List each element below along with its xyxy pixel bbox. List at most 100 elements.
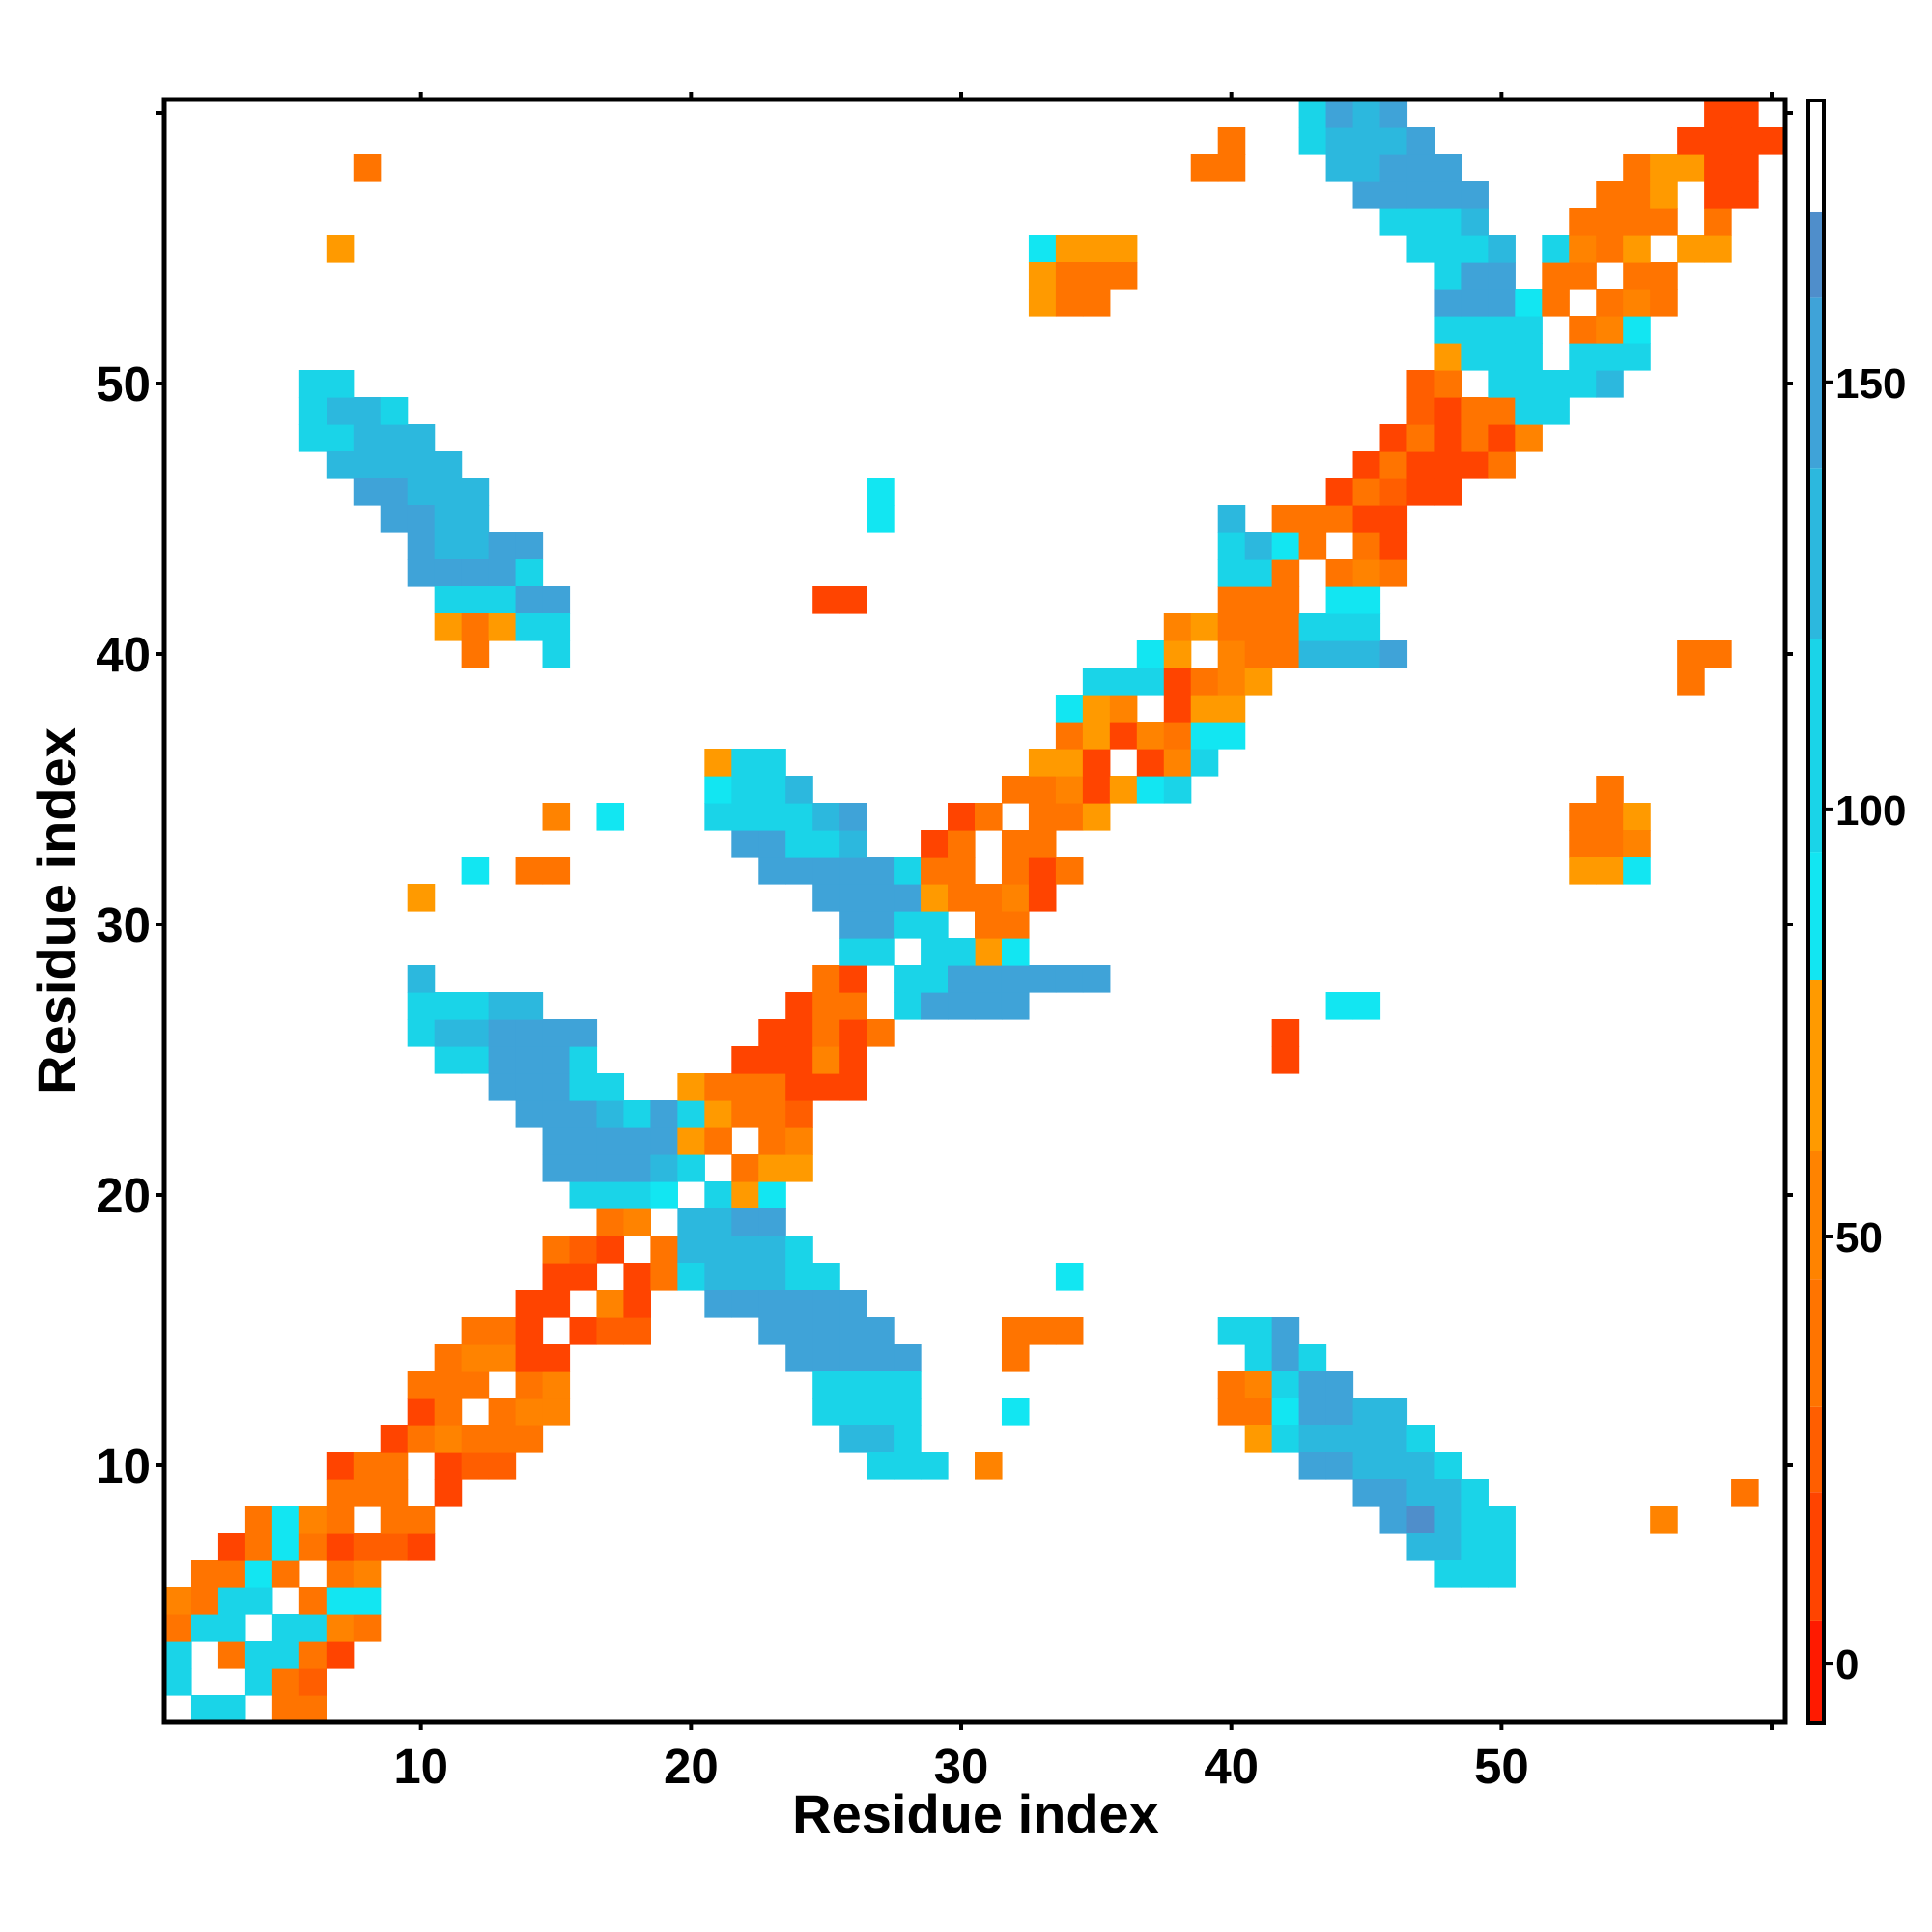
heatmap-cell	[758, 1154, 786, 1182]
heatmap-cell	[244, 1533, 273, 1561]
heatmap-cell	[1461, 235, 1489, 263]
heatmap-cell	[785, 1019, 813, 1047]
heatmap-cell	[1109, 668, 1138, 696]
heatmap-cell	[461, 613, 490, 641]
heatmap-cell	[785, 1236, 813, 1264]
heatmap-cell	[1623, 262, 1651, 290]
heatmap-cell	[623, 1208, 651, 1236]
heatmap-cell	[1244, 1317, 1273, 1345]
heatmap-cell	[1488, 397, 1516, 425]
heatmap-cell	[1352, 127, 1381, 155]
heatmap-cell	[1596, 316, 1624, 344]
heatmap-cell	[461, 1371, 490, 1399]
heatmap-cell	[650, 1154, 678, 1182]
heatmap-cell	[975, 1452, 1003, 1480]
heatmap-cell	[190, 1560, 219, 1588]
heatmap-cell	[731, 1208, 759, 1236]
heatmap-cell	[1001, 884, 1030, 912]
heatmap-cell	[1650, 1506, 1678, 1534]
heatmap-cell	[1271, 1046, 1300, 1074]
heatmap-cell	[1352, 154, 1381, 182]
heatmap-cell	[1596, 857, 1624, 885]
heatmap-cell	[1623, 830, 1651, 858]
heatmap-cell	[1379, 181, 1408, 209]
heatmap-cell	[1271, 505, 1300, 533]
heatmap-cell	[1515, 343, 1543, 371]
heatmap-cell	[839, 586, 867, 614]
heatmap-cell	[731, 1236, 759, 1264]
heatmap-cell	[1569, 208, 1597, 236]
heatmap-cell	[515, 1290, 544, 1318]
heatmap-cell	[894, 1425, 922, 1453]
heatmap-cell	[380, 397, 409, 425]
heatmap-cell	[1569, 803, 1597, 831]
heatmap-cell	[596, 803, 625, 831]
heatmap-cell	[1217, 668, 1246, 696]
heatmap-cell	[731, 1181, 759, 1209]
heatmap-cell	[1406, 1425, 1435, 1453]
heatmap-cell	[1623, 289, 1651, 317]
heatmap-cell	[515, 1398, 544, 1426]
heatmap-cell	[380, 505, 409, 533]
heatmap-cell	[190, 1695, 219, 1723]
heatmap-cell	[758, 1181, 786, 1209]
y-tick-label: 10	[96, 1438, 151, 1493]
heatmap-cell	[623, 1154, 651, 1182]
heatmap-cell	[785, 776, 813, 804]
heatmap-cell	[1217, 559, 1246, 587]
heatmap-cell	[1298, 127, 1327, 155]
heatmap-cell	[569, 1100, 598, 1128]
heatmap-cell	[1704, 640, 1732, 668]
heatmap-cell	[1352, 99, 1381, 128]
heatmap-cell	[271, 1668, 300, 1696]
heatmap-cell	[812, 992, 840, 1020]
heatmap-cell	[1325, 478, 1354, 506]
heatmap-cell	[1704, 99, 1732, 128]
heatmap-cell	[353, 1560, 382, 1588]
heatmap-cell	[353, 1614, 382, 1642]
heatmap-cell	[407, 1019, 436, 1047]
heatmap-cell	[975, 965, 1003, 993]
heatmap-cell	[326, 1587, 355, 1615]
heatmap-cell	[1136, 668, 1165, 696]
heatmap-cell	[298, 1587, 327, 1615]
heatmap-cell	[298, 1614, 327, 1642]
heatmap-cell	[488, 1317, 517, 1345]
heatmap-cell	[867, 1317, 895, 1345]
heatmap-cell	[1244, 532, 1273, 560]
heatmap-cell	[785, 1127, 813, 1155]
heatmap-cell	[758, 1100, 786, 1128]
heatmap-cell	[1001, 965, 1030, 993]
heatmap-cell	[1596, 830, 1624, 858]
heatmap-cell	[1109, 776, 1138, 804]
heatmap-cell	[1082, 695, 1111, 723]
heatmap-cell	[542, 1019, 571, 1047]
heatmap-cell	[1434, 154, 1462, 182]
heatmap-cell	[1596, 289, 1624, 317]
heatmap-cell	[758, 1073, 786, 1101]
heatmap-cell	[1028, 965, 1057, 993]
heatmap-cell	[1001, 992, 1030, 1020]
heatmap-cell	[434, 1019, 463, 1047]
heatmap-cell	[1461, 1533, 1489, 1561]
heatmap-cell	[1379, 127, 1408, 155]
heatmap-cell	[894, 1371, 922, 1399]
heatmap-cell	[1434, 208, 1462, 236]
heatmap-cell	[1298, 505, 1327, 533]
heatmap-cell	[271, 1560, 300, 1588]
heatmap-cell	[542, 1290, 571, 1318]
heatmap-cell	[839, 1073, 867, 1101]
heatmap-cell	[1731, 181, 1759, 209]
heatmap-cell	[839, 1046, 867, 1074]
heatmap-cell	[1569, 830, 1597, 858]
heatmap-cell	[1136, 776, 1165, 804]
heatmap-cell	[1244, 1344, 1273, 1372]
heatmap-cell	[1298, 640, 1327, 668]
x-tick-label: 10	[393, 1739, 448, 1794]
colorbar-segment	[1808, 211, 1824, 298]
heatmap-cell	[1055, 289, 1084, 317]
heatmap-cell	[1190, 695, 1219, 723]
heatmap-cell	[650, 1181, 678, 1209]
heatmap-cell	[1623, 316, 1651, 344]
heatmap-cell	[380, 478, 409, 506]
